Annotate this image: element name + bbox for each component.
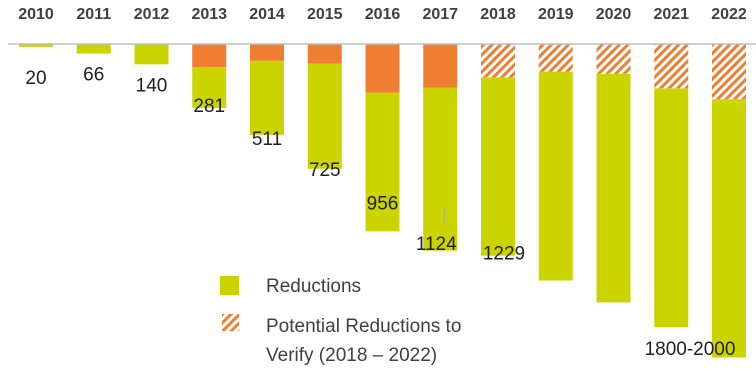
- legend-swatch-potential: [222, 314, 239, 331]
- bar-2016-series-1: [365, 44, 400, 93]
- bar-2018-series-2: [481, 44, 515, 78]
- bar-2020-series-0: [596, 73, 631, 303]
- year-label-2016: 2016: [365, 6, 401, 23]
- data-label-2017: 1124: [416, 234, 457, 255]
- year-label-2015: 2015: [307, 6, 343, 23]
- bar-2017-series-1: [423, 44, 458, 88]
- data-label-2013: 281: [193, 96, 225, 117]
- bar-2010-series-0: [19, 44, 53, 47]
- year-tick-labels: 2010 2011 2012 2013 2014 2015 2016 2017 2018 2019…: [18, 6, 747, 23]
- bar-2014-series-0: [250, 60, 284, 135]
- bar-2011-series-0: [76, 44, 111, 54]
- bar-2013-series-0: [192, 67, 227, 108]
- data-label-2016: 956: [367, 194, 399, 215]
- data-label-2014: 511: [252, 129, 282, 150]
- bar-2012-series-0: [134, 44, 169, 65]
- bar-2015-series-1: [307, 44, 342, 64]
- year-label-2022: 2022: [711, 6, 747, 23]
- year-label-2017: 2017: [422, 6, 458, 23]
- bar-2018-series-0: [481, 77, 515, 256]
- bar-2013-series-1: [192, 44, 227, 68]
- bar-2022-series-2: [712, 44, 746, 100]
- data-label-2022: 1800-2000: [645, 339, 736, 360]
- year-label-2014: 2014: [249, 6, 285, 23]
- bar-2019-series-0: [538, 71, 573, 281]
- bar-2015-series-0: [307, 63, 342, 169]
- bar-2021-series-2: [654, 44, 689, 89]
- year-label-2010: 2010: [18, 6, 54, 23]
- legend-label-reductions: Reductions: [266, 276, 361, 297]
- year-label-2020: 2020: [596, 6, 632, 23]
- legend-label-potential-line1: Potential Reductions to: [266, 316, 461, 337]
- data-label-2018: 1229: [483, 243, 525, 264]
- year-label-2013: 2013: [191, 6, 227, 23]
- bar-2020-series-2: [596, 44, 631, 74]
- data-label-2011: 66: [83, 65, 104, 86]
- data-label-2010: 20: [25, 68, 46, 89]
- bar-2014-series-1: [250, 44, 284, 61]
- year-label-2011: 2011: [76, 6, 111, 23]
- data-labels: 20 66 140 281 511 725 956 1124 1229 1800-2000: [25, 65, 735, 360]
- bar-2016-series-0: [365, 92, 400, 232]
- bars-layer: [19, 44, 746, 358]
- bar-2022-series-0: [712, 99, 746, 358]
- bar-2021-series-0: [654, 88, 689, 328]
- legend-swatch-reductions: [220, 276, 239, 295]
- year-label-2021: 2021: [653, 6, 689, 23]
- bar-2017-series-0: [423, 87, 458, 251]
- year-label-2012: 2012: [134, 6, 170, 23]
- bar-2019-series-2: [538, 44, 573, 72]
- year-label-2018: 2018: [480, 6, 516, 23]
- legend-label-potential-line2: Verify (2018 – 2022): [266, 345, 437, 366]
- data-label-2012: 140: [136, 75, 168, 96]
- legend: Reductions Potential Reductions to Verif…: [220, 276, 461, 366]
- data-label-2015: 725: [309, 160, 341, 181]
- year-label-2019: 2019: [538, 6, 574, 23]
